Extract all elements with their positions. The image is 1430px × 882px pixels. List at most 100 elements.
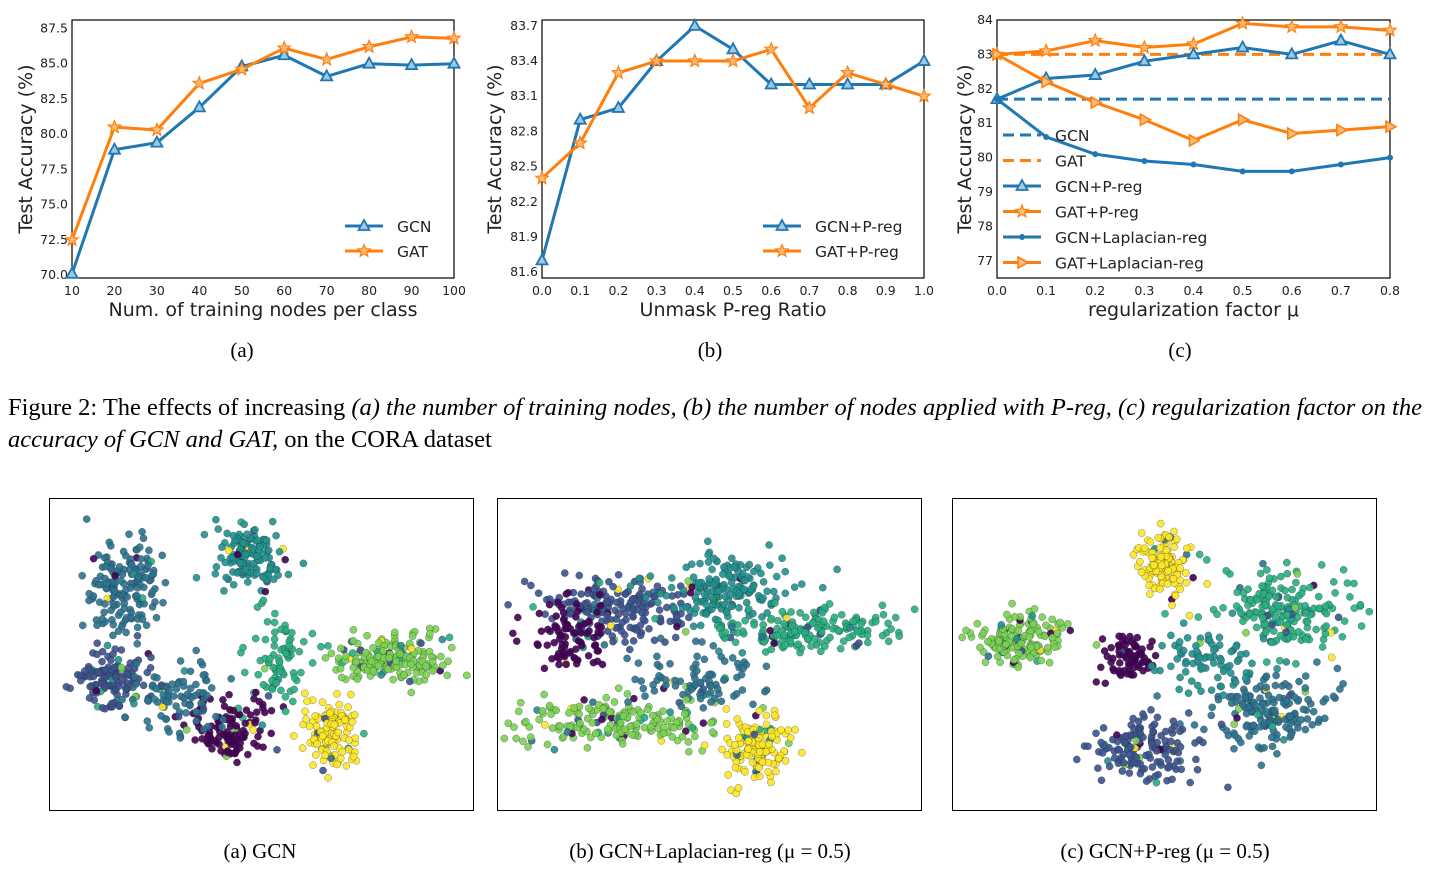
tsne-point: [336, 664, 345, 673]
tsne-point: [781, 641, 790, 649]
tsne-point: [1357, 622, 1366, 630]
tsne-point: [89, 672, 98, 681]
legend-marker: [1017, 255, 1030, 270]
data-point: [1139, 112, 1153, 127]
tsne-point: [721, 628, 730, 637]
tsne-point: [659, 729, 668, 738]
tsne-point: [203, 691, 211, 700]
tsne-point: [1334, 613, 1343, 622]
tsne-point: [1217, 682, 1226, 691]
tsne-point: [327, 649, 336, 658]
tsne-point: [1150, 561, 1158, 570]
tsne-point: [731, 638, 740, 647]
tsne-point: [242, 706, 251, 715]
data-point: [572, 134, 588, 150]
tsne-point: [529, 603, 537, 611]
tsne-point: [701, 591, 709, 600]
tsne-point: [556, 722, 565, 731]
data-point: [106, 118, 123, 134]
tsne-point: [1101, 679, 1110, 688]
cluster-points: [1092, 632, 1160, 688]
tsne-point: [1215, 633, 1224, 642]
legend-marker: [1019, 234, 1025, 240]
tsne-point: [590, 641, 599, 650]
legend: GCN GAT: [345, 218, 431, 261]
y-tick-label: 70.0: [40, 267, 68, 282]
tsne-point: [275, 547, 284, 556]
tsne-point: [1231, 678, 1240, 687]
cluster-points: [673, 591, 919, 657]
tsne-point: [1252, 623, 1261, 632]
tsne-point: [268, 685, 277, 693]
tsne-point: [781, 567, 790, 576]
tsne-point: [273, 745, 281, 754]
tsne-point: [101, 600, 109, 608]
tsne-point: [520, 577, 529, 586]
tsne-point: [1157, 553, 1165, 561]
tsne-point: [699, 704, 708, 712]
tsne-point: [749, 700, 757, 709]
tsne-point: [1150, 720, 1159, 729]
tsne-point: [214, 525, 223, 533]
data-point: [994, 96, 1000, 103]
x-tick-label: 0.0: [532, 283, 552, 298]
data-point: [1141, 158, 1148, 165]
tsne-point: [180, 667, 189, 675]
tsne-point: [718, 745, 726, 754]
tsne-point: [93, 650, 101, 659]
tsne-point: [121, 713, 129, 722]
data-point: [149, 134, 164, 148]
tsne-point: [277, 686, 285, 695]
tsne-point: [258, 721, 267, 729]
tsne-point: [979, 629, 987, 638]
tsne-point: [670, 723, 678, 732]
tsne-point: [629, 637, 638, 645]
tsne-point: [1072, 755, 1081, 764]
tsne-point: [239, 726, 248, 735]
tsne-point: [1156, 758, 1165, 766]
tsne-point: [1203, 579, 1212, 588]
tsne-point: [1272, 613, 1280, 622]
tsne-point: [241, 565, 250, 574]
tsne-point: [1231, 731, 1239, 740]
tsne-point: [219, 715, 227, 724]
tsne-point: [730, 741, 739, 749]
data-point: [1090, 95, 1103, 110]
x-tick-label: 1.0: [914, 283, 934, 298]
tsne-point: [281, 692, 290, 701]
tsne-point: [543, 740, 552, 749]
tsne-point: [654, 598, 662, 607]
tsne-point: [270, 635, 279, 644]
tsne-point: [349, 752, 358, 761]
tsne-point: [271, 609, 279, 618]
tsne-point: [1304, 695, 1312, 704]
series-line: [70, 35, 455, 241]
tsne-point: [816, 647, 825, 656]
tsne-point: [62, 682, 71, 691]
tsne-point: [1010, 612, 1019, 621]
tsne-point: [151, 598, 159, 606]
tsne-point: [1182, 578, 1191, 587]
y-tick-label: 83.7: [510, 18, 538, 33]
tsne-point: [249, 726, 257, 734]
tsne-point: [78, 571, 87, 580]
tsne-point: [407, 644, 416, 653]
tsne-point: [734, 734, 743, 742]
tsne-point: [566, 647, 575, 656]
tsne-point: [344, 703, 352, 711]
tsne-point: [629, 707, 638, 716]
tsne-point: [1152, 747, 1161, 755]
data-point: [1385, 119, 1398, 134]
tsne-point: [1195, 653, 1204, 662]
tsne-point: [1315, 604, 1324, 613]
cluster-points: [1129, 519, 1212, 620]
data-point: [1286, 126, 1300, 141]
data-point: [573, 111, 588, 125]
tsne-point: [110, 663, 118, 672]
tsne-point: [727, 554, 736, 563]
tsne-point: [504, 719, 513, 728]
tsne-point: [1283, 569, 1292, 578]
tsne-point: [241, 719, 250, 728]
x-tick-label: 20: [106, 283, 122, 298]
tsne-point: [727, 623, 736, 631]
